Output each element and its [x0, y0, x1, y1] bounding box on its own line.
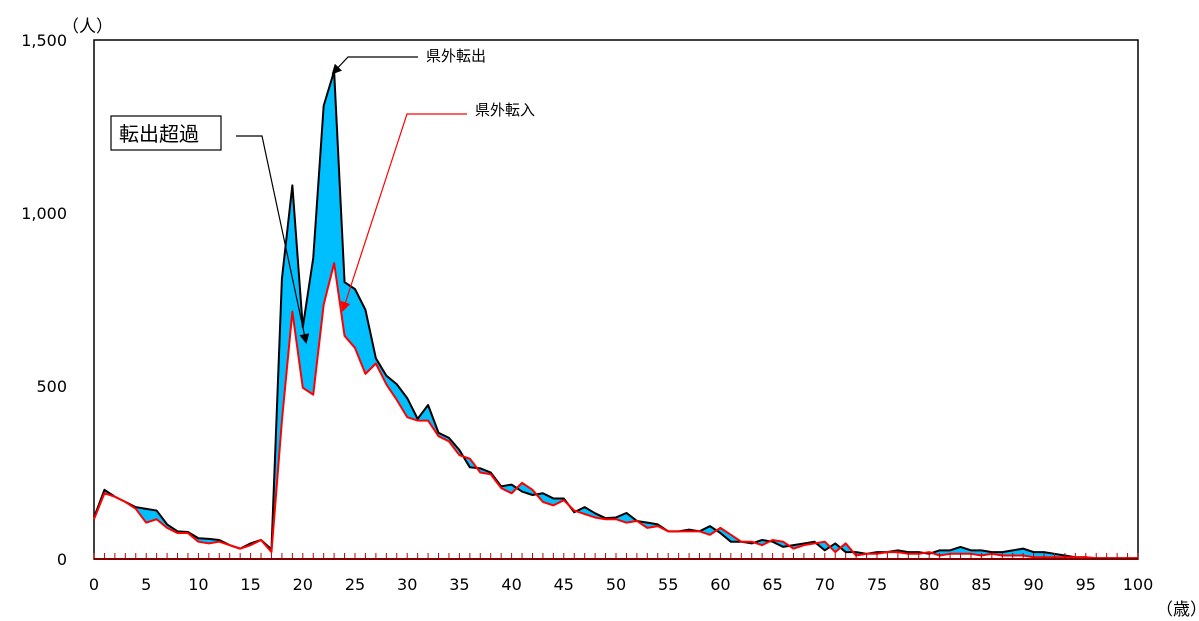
annotation-excess-arrow	[236, 135, 310, 344]
y-tick-label: 500	[36, 377, 67, 396]
x-tick-label: 20	[293, 575, 313, 594]
series-line-inflow	[93, 262, 1138, 560]
x-tick-label: 70	[815, 575, 835, 594]
excess-area	[94, 71, 1138, 559]
x-axis-unit: （歳）	[1156, 600, 1199, 620]
series-line-layer	[93, 70, 1138, 560]
x-tick-label: 35	[449, 575, 469, 594]
y-tick-labels: 0 500 1,000 1,500	[21, 31, 67, 569]
x-tick-label: 50	[606, 575, 626, 594]
x-tick-label: 15	[240, 575, 260, 594]
x-tick-label: 55	[658, 575, 678, 594]
annotation-outflow-arrow	[331, 56, 418, 75]
x-tick-label: 45	[554, 575, 574, 594]
x-tick-label: 40	[501, 575, 521, 594]
x-tick-label: 85	[971, 575, 991, 594]
series-line-outflow	[93, 70, 1138, 560]
excess-fill-layer	[94, 71, 1138, 559]
x-tick-label: 90	[1023, 575, 1043, 594]
y-tick-label: 1,500	[21, 31, 67, 50]
x-tick-label: 25	[345, 575, 365, 594]
x-tick-label: 5	[141, 575, 151, 594]
x-tick-marks	[93, 553, 1139, 560]
annotation-inflow-arrow	[340, 113, 467, 312]
x-tick-label: 75	[867, 575, 887, 594]
annotation-outflow-label: 県外転出	[426, 47, 486, 65]
x-tick-label: 100	[1123, 575, 1154, 594]
x-tick-label: 0	[89, 575, 99, 594]
x-tick-label: 95	[1076, 575, 1096, 594]
y-axis-unit: （人）	[62, 17, 113, 37]
y-tick-label: 0	[57, 550, 67, 569]
plot-area-frame	[93, 39, 1139, 560]
x-tick-label: 60	[710, 575, 730, 594]
annotation-inflow-label: 県外転入	[475, 101, 535, 119]
annotation-excess-label: 転出超過	[119, 122, 199, 146]
x-tick-label: 65	[762, 575, 782, 594]
x-tick-label: 80	[919, 575, 939, 594]
annotation-excess-box	[110, 115, 222, 151]
x-tick-label: 10	[188, 575, 208, 594]
y-tick-label: 1,000	[21, 204, 67, 223]
x-tick-label: 30	[397, 575, 417, 594]
x-tick-labels: 0 5 10 15 20 25 30 35 40 45 50 55 60 65 70 75 80 85 90 95 10…	[89, 575, 1153, 594]
